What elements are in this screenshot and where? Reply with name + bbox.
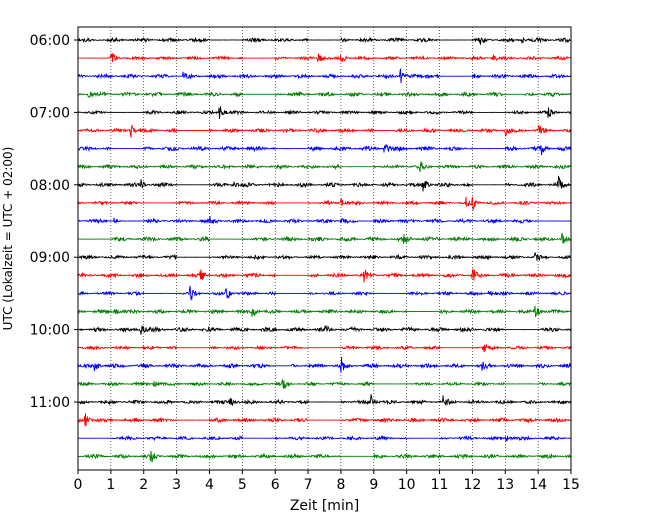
plot-frame	[77, 26, 572, 471]
x-tick-label: 3	[172, 477, 181, 493]
seismic-trace	[77, 124, 572, 138]
seismic-trace	[77, 106, 572, 120]
y-axis-ticks: 06:00 07:00 08:00 09:00 10:00 11:00	[30, 33, 78, 411]
x-tick-label: 2	[139, 477, 148, 493]
seismic-trace	[77, 450, 572, 463]
seismic-trace	[77, 252, 572, 262]
y-tick-label: 10:00	[30, 323, 70, 339]
y-tick-label: 11:00	[30, 395, 70, 411]
y-tick-label: 09:00	[30, 250, 70, 266]
seismic-trace	[77, 285, 572, 301]
x-tick-label: 6	[271, 477, 280, 493]
seismic-traces	[77, 36, 572, 463]
seismic-trace	[77, 161, 572, 173]
x-tick-label: 13	[496, 477, 514, 493]
seismic-trace	[77, 434, 572, 442]
x-tick-label: 5	[238, 477, 247, 493]
x-tick-label: 9	[369, 477, 378, 493]
seismic-trace	[77, 216, 572, 225]
x-tick-label: 14	[529, 477, 547, 493]
x-tick-label: 1	[106, 477, 115, 493]
seismic-trace	[77, 53, 572, 63]
y-tick-label: 06:00	[30, 33, 70, 49]
y-tick-label: 08:00	[30, 178, 70, 194]
seismic-trace	[77, 144, 572, 156]
x-tick-label: 11	[431, 477, 449, 493]
x-tick-label: 4	[205, 477, 214, 493]
seismic-trace	[77, 268, 572, 283]
y-tick-label: 07:00	[30, 105, 70, 121]
x-tick-label: 12	[463, 477, 481, 493]
seismic-trace	[77, 36, 572, 45]
x-tick-label: 10	[398, 477, 416, 493]
seismic-trace	[77, 378, 572, 389]
seismic-trace	[77, 324, 572, 335]
x-tick-label: 7	[304, 477, 313, 493]
seismic-trace	[77, 68, 572, 84]
x-tick-label: 0	[74, 477, 83, 493]
x-tick-label: 15	[562, 477, 580, 493]
y-axis-label: UTC (Lokalzeit = UTC + 02:00)	[1, 147, 15, 331]
seismic-trace	[77, 90, 572, 98]
seismic-trace	[77, 175, 572, 192]
seismic-trace	[77, 196, 572, 211]
seismic-trace	[77, 394, 572, 407]
seismic-trace	[77, 232, 572, 244]
grid-lines	[110, 27, 539, 470]
seismic-trace	[77, 305, 572, 318]
x-axis-label: Zeit [min]	[290, 498, 359, 514]
x-axis-ticks: 0 1 2 3 4 5 6 7 8 9 10 11 12 13 14 15	[74, 470, 580, 493]
seismic-trace	[77, 413, 572, 427]
seismic-trace	[77, 356, 572, 373]
x-tick-label: 8	[336, 477, 345, 493]
seismic-trace	[77, 343, 572, 352]
